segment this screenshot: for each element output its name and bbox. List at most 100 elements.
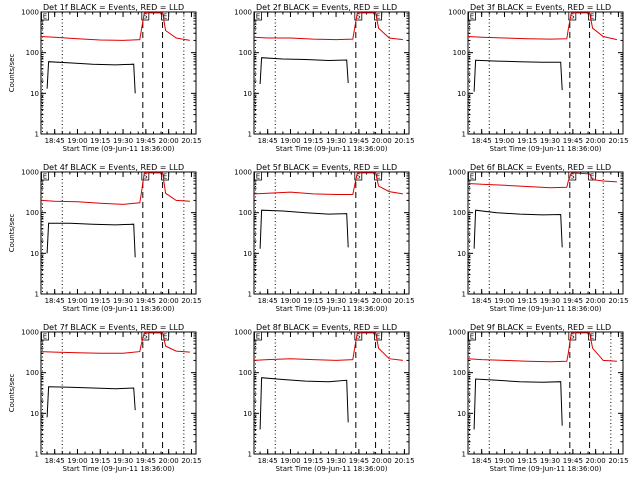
series-events-line <box>473 59 563 92</box>
y-tick-label: 10 <box>243 410 252 418</box>
x-tick-label: 20:00 <box>372 297 392 305</box>
y-tick-label: 1000 <box>21 9 39 17</box>
marker-label-box <box>588 331 596 341</box>
panel-det-6f: Det 6f BLACK = Events, RED = LLD 1 10 100 10… <box>448 163 628 313</box>
y-tick-label: 100 <box>26 49 39 57</box>
series-lld-line <box>253 332 403 361</box>
series-lld-line <box>467 12 618 41</box>
x-tick-label: 20:15 <box>608 137 628 145</box>
panel-det-5f: Det 5f BLACK = Events, RED = LLD 1 10 100 10… <box>234 163 414 313</box>
y-tick-label: 1000 <box>234 169 252 177</box>
x-tick-label: 19:30 <box>326 297 346 305</box>
marker-label-box <box>374 11 382 21</box>
marker-label: E <box>163 173 167 181</box>
panel-title: Det 9f BLACK = Events, RED = LLD <box>470 323 611 332</box>
y-tick-label: 10 <box>30 250 39 258</box>
y-tick-label: 10 <box>30 90 39 98</box>
panel-title: Det 5f BLACK = Events, RED = LLD <box>256 163 397 172</box>
y-tick-label: 100 <box>239 209 252 217</box>
marker-label-box <box>141 171 150 181</box>
series-events-line <box>259 377 349 430</box>
panel-det-3f: Det 3f BLACK = Events, RED = LLD 1 10 100 10… <box>448 3 628 153</box>
x-tick-label: 19:30 <box>540 457 560 465</box>
y-tick-label: 100 <box>453 369 466 377</box>
marker-label-box <box>588 11 596 21</box>
marker-label-box <box>568 331 577 341</box>
panel-title: Det 8f BLACK = Events, RED = LLD <box>256 323 397 332</box>
x-tick-label: 19:45 <box>136 457 156 465</box>
marker-label-box <box>354 11 363 21</box>
marker-label: S <box>570 333 575 341</box>
x-axis-label: Start Time (09-Jun-11 18:36:00) <box>490 145 602 153</box>
series-events-line <box>46 222 136 258</box>
plot-frame <box>467 11 624 135</box>
marker-label-box <box>468 11 476 21</box>
x-tick-label: 19:30 <box>113 137 133 145</box>
marker-label-box <box>254 171 262 181</box>
marker-label: S <box>570 173 575 181</box>
series-lld-line <box>467 332 617 363</box>
x-tick-label: 20:00 <box>586 457 606 465</box>
panel-title: Det 6f BLACK = Events, RED = LLD <box>470 163 611 172</box>
x-tick-label: 19:15 <box>517 297 537 305</box>
series-events-line <box>473 378 563 430</box>
x-tick-label: 20:00 <box>159 457 179 465</box>
marker-label: E <box>470 333 474 341</box>
x-tick-label: 18:45 <box>45 297 65 305</box>
x-tick-label: 19:45 <box>349 457 369 465</box>
x-tick-label: 18:45 <box>472 137 492 145</box>
marker-label-box <box>254 331 262 341</box>
marker-label-box <box>161 11 169 21</box>
y-axis-label: Counts/sec <box>8 374 16 413</box>
x-tick-label: 18:45 <box>45 137 65 145</box>
x-tick-label: 19:45 <box>563 137 583 145</box>
x-axis-label: Start Time (09-Jun-11 18:36:00) <box>63 465 175 473</box>
marker-label: S <box>356 173 361 181</box>
marker-label-box <box>161 171 169 181</box>
plot-frame <box>253 171 410 295</box>
x-tick-label: 19:15 <box>303 137 323 145</box>
series-lld-line <box>253 172 403 195</box>
x-tick-label: 19:45 <box>563 457 583 465</box>
marker-label: S <box>570 13 575 21</box>
x-tick-label: 20:15 <box>181 137 201 145</box>
marker-label: E <box>256 333 260 341</box>
x-tick-label: 19:00 <box>494 457 514 465</box>
x-tick-label: 19:00 <box>494 137 514 145</box>
y-tick-label: 1 <box>462 291 466 299</box>
plot-frame <box>253 331 410 455</box>
x-tick-label: 19:00 <box>280 137 300 145</box>
y-tick-label: 1 <box>462 131 466 139</box>
marker-label: E <box>590 173 594 181</box>
y-tick-label: 100 <box>239 369 252 377</box>
x-tick-label: 19:00 <box>67 137 87 145</box>
x-tick-label: 19:45 <box>563 297 583 305</box>
x-tick-label: 19:45 <box>349 297 369 305</box>
panel-title: Det 1f BLACK = Events, RED = LLD <box>43 3 184 12</box>
marker-label: E <box>470 173 474 181</box>
panel-det-2f: Det 2f BLACK = Events, RED = LLD 1 10 100 10… <box>234 3 414 153</box>
x-tick-label: 19:30 <box>540 297 560 305</box>
marker-label: E <box>590 13 594 21</box>
x-tick-label: 20:00 <box>159 297 179 305</box>
series-events-line <box>259 209 349 249</box>
panel-det-7f: Det 7f BLACK = Events, RED = LLD 1 10 100 10… <box>8 323 202 473</box>
marker-label: E <box>376 333 380 341</box>
marker-label: S <box>143 333 148 341</box>
y-tick-label: 10 <box>30 410 39 418</box>
marker-label-box <box>568 11 577 21</box>
series-events-line <box>46 386 136 418</box>
x-axis-label: Start Time (09-Jun-11 18:36:00) <box>276 305 388 313</box>
x-tick-label: 19:15 <box>517 457 537 465</box>
plot-frame <box>467 171 624 295</box>
panel-det-8f: Det 8f BLACK = Events, RED = LLD 1 10 100 10… <box>234 323 414 473</box>
x-axis-label: Start Time (09-Jun-11 18:36:00) <box>276 465 388 473</box>
y-tick-label: 1 <box>248 291 252 299</box>
series-lld-line <box>467 172 617 189</box>
marker-label: E <box>590 333 594 341</box>
x-tick-label: 19:00 <box>67 457 87 465</box>
x-tick-label: 20:15 <box>608 457 628 465</box>
panel-det-9f: Det 9f BLACK = Events, RED = LLD 1 10 100 10… <box>448 323 628 473</box>
y-tick-label: 100 <box>453 49 466 57</box>
